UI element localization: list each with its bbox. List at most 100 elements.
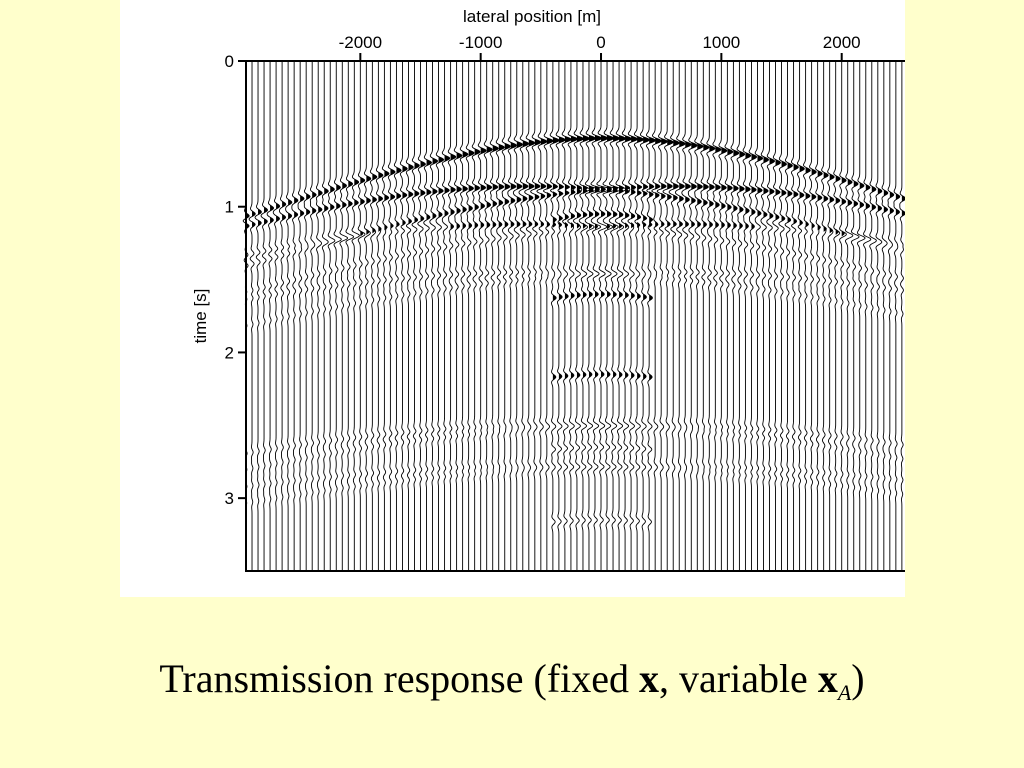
wiggle-fill [354, 199, 359, 206]
wiggle-fill [823, 172, 829, 179]
wiggle-fill [595, 371, 598, 378]
wiggle-fill [781, 189, 787, 196]
wiggle-fill [342, 201, 347, 208]
wiggle-trace [821, 61, 829, 571]
wiggle-fill [570, 189, 576, 196]
wiggle-fill [751, 153, 757, 160]
wiggle-fill [456, 186, 462, 193]
wiggle-fill [252, 210, 256, 218]
wiggle-fill [438, 156, 444, 163]
wiggle-fill [486, 146, 493, 153]
wiggle-fill [829, 227, 833, 234]
wiggle-fill [366, 197, 371, 204]
wiggle-fill [528, 194, 534, 201]
wiggle-fill [510, 221, 515, 228]
wiggle-fill [607, 211, 612, 218]
y-tick-label: 0 [225, 52, 234, 71]
wiggle-fill [601, 371, 604, 378]
wiggle-fill [588, 211, 593, 218]
wiggle-fill [276, 203, 280, 210]
wiggle-trace [530, 61, 542, 571]
wiggle-fill [384, 224, 388, 231]
wiggle-fill [643, 190, 648, 197]
wiggle-fill [787, 190, 793, 197]
wiggle-fill [522, 183, 529, 190]
wiggle-trace [285, 61, 293, 571]
wiggle-fill [522, 140, 529, 147]
wiggle-fill [540, 192, 546, 200]
wiggle-fill [661, 138, 668, 145]
wiggle-trace [856, 61, 866, 571]
wiggle-fill [673, 194, 678, 201]
wiggle-fill [408, 218, 412, 225]
wiggle-fill [462, 222, 466, 229]
wiggle-fill [534, 139, 541, 146]
wiggle-fill [420, 215, 424, 222]
wiggle-fill [564, 184, 570, 191]
wiggle-fill [595, 223, 598, 230]
x-axis-ticks: -2000 -1000 0 1000 2000 [339, 33, 861, 61]
wiggle-trace [536, 61, 548, 571]
wiggle-fill [570, 292, 575, 299]
wiggle-fill [757, 187, 763, 194]
wiggle-fill [685, 196, 690, 203]
wiggle-fill [769, 188, 775, 195]
wiggle-fill [558, 293, 563, 301]
wiggle-fill [889, 207, 894, 214]
wiggle-fill [384, 170, 390, 177]
wiggle-fill [432, 188, 438, 195]
wiggle-fill [625, 222, 629, 229]
wiggle-fill [486, 221, 490, 228]
wiggle-fill [841, 198, 846, 205]
wiggle-fill [282, 201, 286, 208]
wiggle-fill [679, 221, 683, 228]
wiggle-fill [408, 164, 414, 171]
y-axis-label: time [s] [191, 289, 210, 344]
y-axis-ticks: 0 1 2 3 [225, 52, 246, 508]
wiggle-fill [450, 186, 456, 193]
x-tick-label: -2000 [339, 33, 382, 52]
wiggle-trace [381, 61, 390, 571]
wiggle-fill [703, 183, 709, 190]
wiggle-fill [811, 193, 816, 200]
wiggle-fill [402, 192, 407, 199]
wiggle-fill [576, 188, 582, 195]
wiggle-fill [613, 223, 617, 230]
wiggle-fill [330, 204, 335, 211]
wiggle-fill [576, 212, 581, 219]
wiggle-fill [504, 183, 510, 190]
wiggle-trace [784, 61, 793, 571]
wiggle-trace [674, 61, 686, 571]
wiggle-fill [739, 185, 745, 192]
wiggle-fill [474, 204, 479, 211]
wiggle-fill [444, 155, 450, 162]
wiggle-trace [608, 61, 622, 571]
wiggle-fill [643, 215, 648, 222]
wiggle-fill [468, 205, 473, 212]
wiggle-fill [613, 185, 618, 192]
wiggle-fill [727, 204, 732, 211]
wiggle-fill [721, 221, 725, 229]
wiggle-fill [564, 189, 570, 196]
wiggle-fill [667, 193, 672, 200]
wiggle-fill [300, 210, 304, 217]
wiggle-fill [877, 205, 882, 212]
wiggle-fill [673, 221, 677, 228]
wiggle-fill [835, 197, 840, 204]
wiggle-fill [324, 188, 329, 195]
wiggle-trace [483, 61, 493, 571]
wiggle-fill [564, 214, 569, 221]
wiggle-fill [703, 221, 707, 228]
wiggle-fill [625, 292, 629, 299]
wiggle-fill [462, 185, 468, 192]
wiggle-fill [468, 222, 472, 229]
wiggle-fill [595, 135, 602, 142]
wiggle-fill [595, 291, 599, 298]
wiggle-fill [751, 208, 756, 216]
wiggle-fill [462, 151, 468, 158]
wiggle-fill [552, 294, 557, 301]
wiggle-fill [697, 221, 701, 228]
wiggle-fill [649, 183, 655, 190]
wiggle-fill [546, 183, 553, 190]
wiggle-fill [715, 184, 721, 191]
